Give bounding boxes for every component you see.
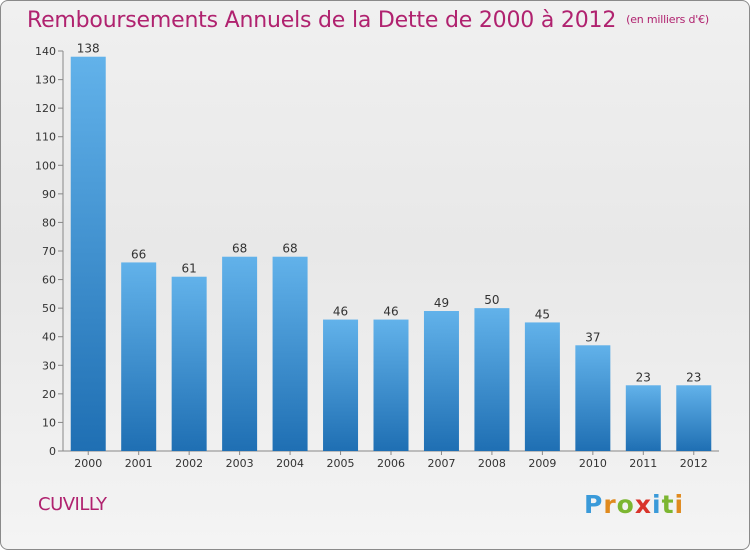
logo-letter: i — [652, 490, 662, 519]
y-tick-label: 60 — [42, 274, 56, 287]
bar — [423, 311, 459, 451]
bar — [272, 256, 308, 451]
y-tick-label: 140 — [35, 45, 56, 58]
x-tick-label: 2000 — [74, 457, 102, 470]
y-tick-label: 100 — [35, 159, 56, 172]
x-tick-label: 2011 — [629, 457, 657, 470]
logo-letter: x — [634, 490, 652, 519]
y-tick-label: 10 — [42, 416, 56, 429]
bar-value-label: 61 — [182, 262, 197, 276]
x-tick-label: 2004 — [276, 457, 304, 470]
y-tick-label: 20 — [42, 388, 56, 401]
bar — [373, 319, 409, 451]
x-tick-label: 2008 — [478, 457, 506, 470]
x-tick-label: 2005 — [327, 457, 355, 470]
y-tick-label: 120 — [35, 102, 56, 115]
bar — [70, 56, 106, 451]
y-tick-label: 70 — [42, 245, 56, 258]
bar-value-label: 45 — [535, 307, 550, 321]
bar-value-label: 46 — [383, 305, 398, 319]
bar-value-label: 66 — [131, 247, 146, 261]
bar-value-label: 23 — [636, 370, 651, 384]
y-tick-label: 80 — [42, 216, 56, 229]
logo-letter: r — [603, 490, 617, 519]
y-tick-label: 30 — [42, 359, 56, 372]
bar — [121, 262, 157, 451]
bar — [676, 385, 712, 451]
y-tick-label: 0 — [49, 445, 56, 458]
y-tick-label: 110 — [35, 131, 56, 144]
logo-letter: P — [584, 490, 604, 519]
x-tick-label: 2001 — [125, 457, 153, 470]
x-tick-label: 2007 — [427, 457, 455, 470]
chart-title: Remboursements Annuels de la Dette de 20… — [27, 8, 709, 33]
y-tick-label: 90 — [42, 188, 56, 201]
bar — [474, 308, 510, 451]
x-tick-label: 2009 — [528, 457, 556, 470]
x-tick-label: 2012 — [680, 457, 708, 470]
logo-letter: i — [674, 490, 685, 519]
bar-value-label: 50 — [484, 293, 499, 307]
unit-label: (en milliers d'€) — [626, 13, 710, 26]
bar-value-label: 68 — [232, 242, 247, 256]
y-tick-label: 50 — [42, 302, 56, 315]
logo-letter: t — [661, 490, 675, 519]
x-tick-label: 2003 — [226, 457, 254, 470]
bar — [625, 385, 661, 451]
bar-value-label: 49 — [434, 296, 449, 310]
bar — [323, 319, 359, 451]
bar-value-label: 46 — [333, 305, 348, 319]
bar — [222, 256, 258, 451]
commune-name: CUVILLY — [38, 494, 107, 515]
bar — [524, 322, 560, 451]
x-tick-label: 2010 — [579, 457, 607, 470]
x-tick-label: 2002 — [175, 457, 203, 470]
y-tick-label: 130 — [35, 74, 56, 87]
title-text: Remboursements Annuels de la Dette de 20… — [27, 8, 617, 33]
bar-value-label: 37 — [585, 330, 600, 344]
bar-value-label: 68 — [282, 242, 297, 256]
bar — [171, 276, 207, 451]
y-tick-label: 40 — [42, 331, 56, 344]
x-tick-label: 2006 — [377, 457, 405, 470]
bar — [575, 345, 611, 451]
logo-letter: o — [616, 490, 635, 519]
bar-value-label: 23 — [686, 370, 701, 384]
bar-value-label: 138 — [77, 42, 100, 56]
